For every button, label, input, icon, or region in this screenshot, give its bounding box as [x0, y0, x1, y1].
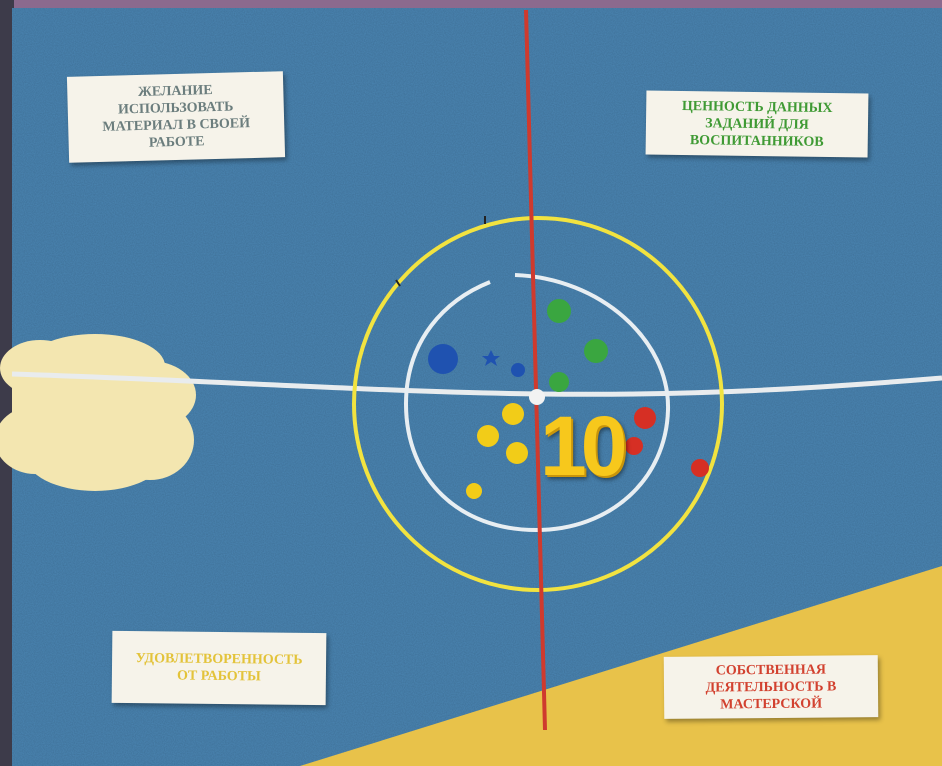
green-dot	[547, 299, 571, 323]
label-work-satisfaction: УДОВЛЕТВОРЕННОСТЬ ОТ РАБОТЫ	[111, 630, 327, 706]
red-dot	[625, 437, 643, 455]
vertical-axis-string	[524, 9, 547, 731]
red-dot	[691, 459, 709, 477]
yellow-dot	[502, 403, 524, 425]
blue-star-dot	[482, 350, 500, 366]
ring-mark	[395, 279, 401, 287]
yellow-dot	[477, 425, 499, 447]
yellow-dot	[466, 483, 482, 499]
cloud	[0, 334, 196, 491]
center-dot	[529, 389, 545, 405]
green-dot	[549, 372, 569, 392]
score-number-ten: 10	[540, 399, 627, 493]
blue-dot	[511, 363, 525, 377]
red-dot	[634, 407, 656, 429]
label-desire-to-use-material: ЖЕЛАНИЕ ИСПОЛЬЗОВАТЬ МАТЕРИАЛ В СВОЕЙ РА…	[66, 71, 286, 163]
label-own-workshop-activity: СОБСТВЕННАЯ ДЕЯТЕЛЬНОСТЬ В МАСТЕРСКОЙ	[663, 655, 879, 719]
label-value-for-pupils: ЦЕННОСТЬ ДАННЫХ ЗАДАНИЙ ДЛЯ ВОСПИТАННИКО…	[645, 90, 869, 158]
inner-white-ring	[403, 273, 671, 533]
outer-yellow-ring	[352, 216, 724, 592]
yellow-dot	[506, 442, 528, 464]
green-dot	[584, 339, 608, 363]
blue-dot	[428, 344, 458, 374]
